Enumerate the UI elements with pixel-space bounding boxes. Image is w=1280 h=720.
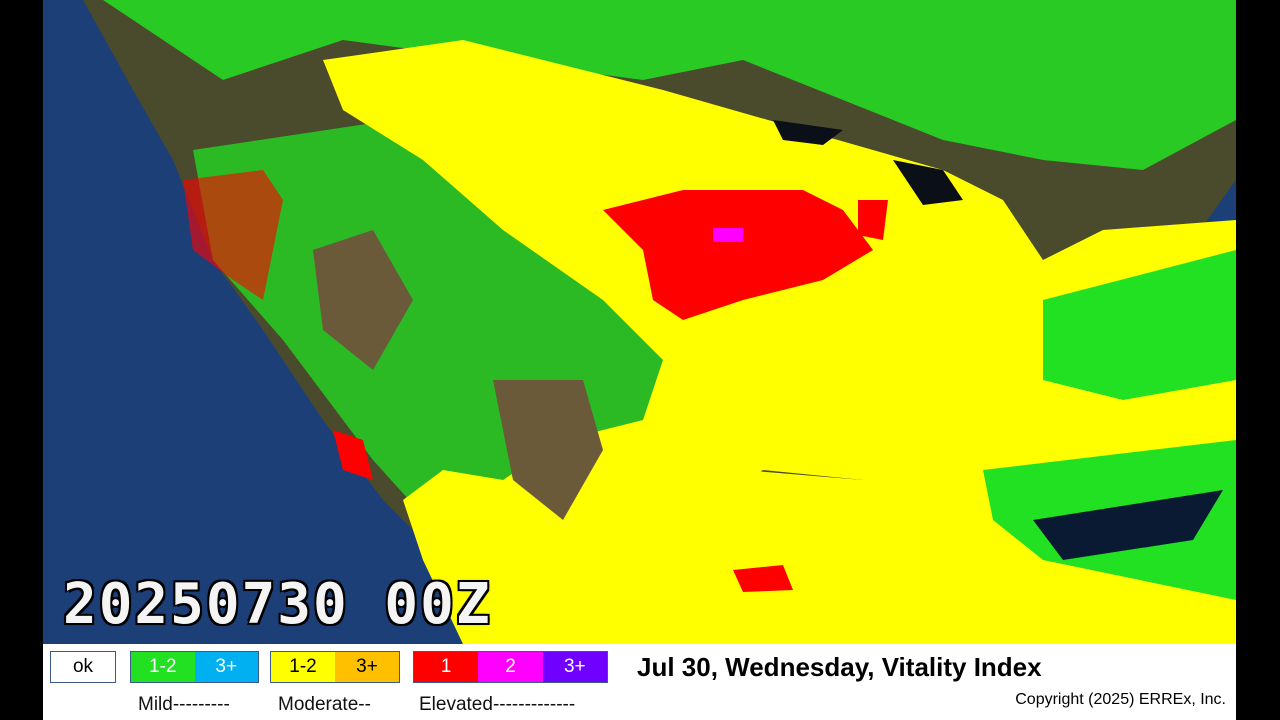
elevated-zone	[858, 200, 888, 240]
map-graphic	[43, 0, 1236, 644]
map-title: Jul 30, Wednesday, Vitality Index	[637, 652, 1042, 682]
legend-moderate: 1-2 3+	[270, 651, 400, 683]
vitality-map: 20250730 00Z	[43, 0, 1236, 644]
legend-elevated: 1 2 3+	[413, 651, 608, 683]
legend-moderate-1-2: 1-2	[271, 652, 335, 682]
elevated-zone	[603, 190, 873, 320]
mild-zone	[103, 0, 1236, 170]
legend-elevated-label: Elevated-------------	[419, 694, 576, 715]
elevated-zone	[333, 430, 373, 480]
legend-moderate-3plus: 3+	[335, 652, 399, 682]
legend-ok: ok	[50, 651, 116, 683]
map-frame: 20250730 00Z ok 1-2 3+ 1-2 3+ 1 2 3+ Mil…	[43, 0, 1236, 720]
land-patch	[313, 230, 603, 520]
elevated-zone	[183, 170, 283, 300]
legend-elevated-2: 2	[478, 652, 543, 682]
legend-elevated-1: 1	[414, 652, 479, 682]
mild-zone	[1043, 250, 1236, 400]
elevated-zone	[733, 565, 793, 592]
legend-moderate-label: Moderate--	[278, 694, 371, 715]
legend-ok-cell: ok	[51, 652, 115, 682]
legend: ok 1-2 3+ 1-2 3+ 1 2 3+ Mild--------- Mo…	[43, 644, 1236, 720]
copyright: Copyright (2025) ERREx, Inc.	[1015, 691, 1226, 708]
legend-mild-3plus: 3+	[194, 652, 258, 682]
ocean-patch	[1033, 490, 1223, 560]
legend-mild-1-2: 1-2	[131, 652, 195, 682]
legend-mild-label: Mild---------	[138, 694, 230, 715]
legend-elevated-3plus: 3+	[542, 652, 607, 682]
great-lakes	[773, 120, 963, 205]
legend-mild: 1-2 3+	[130, 651, 259, 683]
elevated-zone	[713, 228, 743, 242]
timestamp-label: 20250730 00Z	[63, 572, 492, 637]
